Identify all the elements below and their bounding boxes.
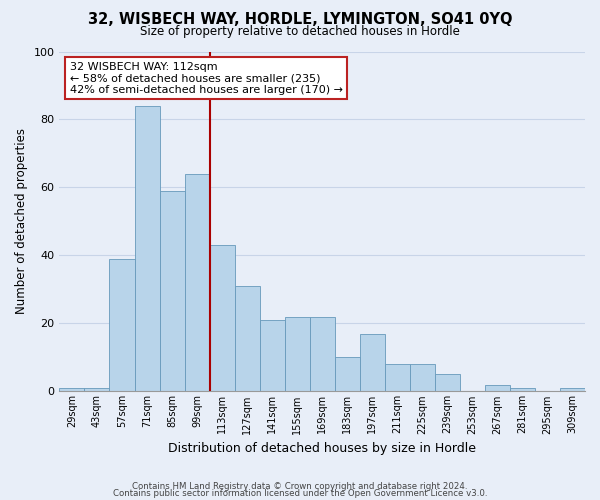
Bar [160,191,185,392]
Bar [560,388,585,392]
Y-axis label: Number of detached properties: Number of detached properties [15,128,28,314]
Bar [235,286,260,392]
Bar [310,316,335,392]
Bar [410,364,435,392]
Bar [385,364,410,392]
Bar [435,374,460,392]
Bar [109,259,134,392]
Bar [260,320,284,392]
Bar [134,106,160,392]
Bar [85,388,109,392]
Text: Contains HM Land Registry data © Crown copyright and database right 2024.: Contains HM Land Registry data © Crown c… [132,482,468,491]
X-axis label: Distribution of detached houses by size in Hordle: Distribution of detached houses by size … [168,442,476,455]
Text: 32 WISBECH WAY: 112sqm
← 58% of detached houses are smaller (235)
42% of semi-de: 32 WISBECH WAY: 112sqm ← 58% of detached… [70,62,343,95]
Bar [335,358,360,392]
Text: Contains public sector information licensed under the Open Government Licence v3: Contains public sector information licen… [113,490,487,498]
Text: 32, WISBECH WAY, HORDLE, LYMINGTON, SO41 0YQ: 32, WISBECH WAY, HORDLE, LYMINGTON, SO41… [88,12,512,28]
Bar [185,174,209,392]
Bar [59,388,85,392]
Text: Size of property relative to detached houses in Hordle: Size of property relative to detached ho… [140,25,460,38]
Bar [360,334,385,392]
Bar [284,316,310,392]
Bar [510,388,535,392]
Bar [485,384,510,392]
Bar [209,245,235,392]
